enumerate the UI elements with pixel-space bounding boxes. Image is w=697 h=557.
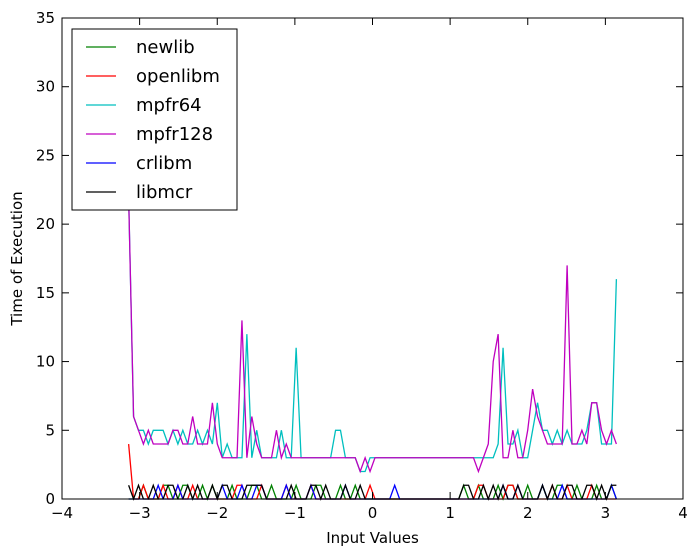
y-tick-label: 25 [36, 146, 55, 164]
series-line-mpfr128 [127, 196, 617, 474]
legend-label-newlib: newlib [136, 37, 195, 58]
x-tick-label: 1 [445, 504, 455, 522]
x-tick-label: 0 [368, 504, 378, 522]
x-tick-label: 3 [601, 504, 611, 522]
axis-ticks: −4 −3 −2 −1 0 1 2 3 4 0 5 10 15 20 25 30 35 [36, 9, 688, 522]
y-tick-label: 30 [36, 78, 55, 96]
x-tick-label: 4 [678, 504, 688, 522]
legend-label-mpfr128: mpfr128 [136, 124, 213, 145]
x-tick-label: −3 [129, 504, 151, 522]
legend-label-openlibm: openlibm [136, 66, 220, 87]
x-tick-label: −4 [51, 504, 73, 522]
y-axis-label: Time of Execution [8, 191, 26, 326]
legend: newlib openlibm mpfr64 mpfr128 crlibm libmcr [71, 28, 238, 211]
legend-label-mpfr64: mpfr64 [136, 95, 202, 116]
y-tick-label: 10 [36, 353, 55, 371]
series-line-mpfr64 [127, 196, 618, 473]
y-tick-label: 15 [36, 284, 55, 302]
y-tick-label: 0 [45, 490, 55, 508]
y-tick-label: 5 [45, 421, 55, 439]
y-tick-label: 35 [36, 9, 55, 27]
x-tick-label: 2 [523, 504, 533, 522]
legend-box [71, 28, 238, 211]
legend-label-libmcr: libmcr [136, 182, 193, 203]
y-tick-label: 20 [36, 215, 55, 233]
x-tick-label: −2 [206, 504, 228, 522]
x-tick-label: −1 [284, 504, 306, 522]
x-axis-label: Input Values [326, 529, 419, 547]
legend-label-crlibm: crlibm [136, 153, 192, 174]
